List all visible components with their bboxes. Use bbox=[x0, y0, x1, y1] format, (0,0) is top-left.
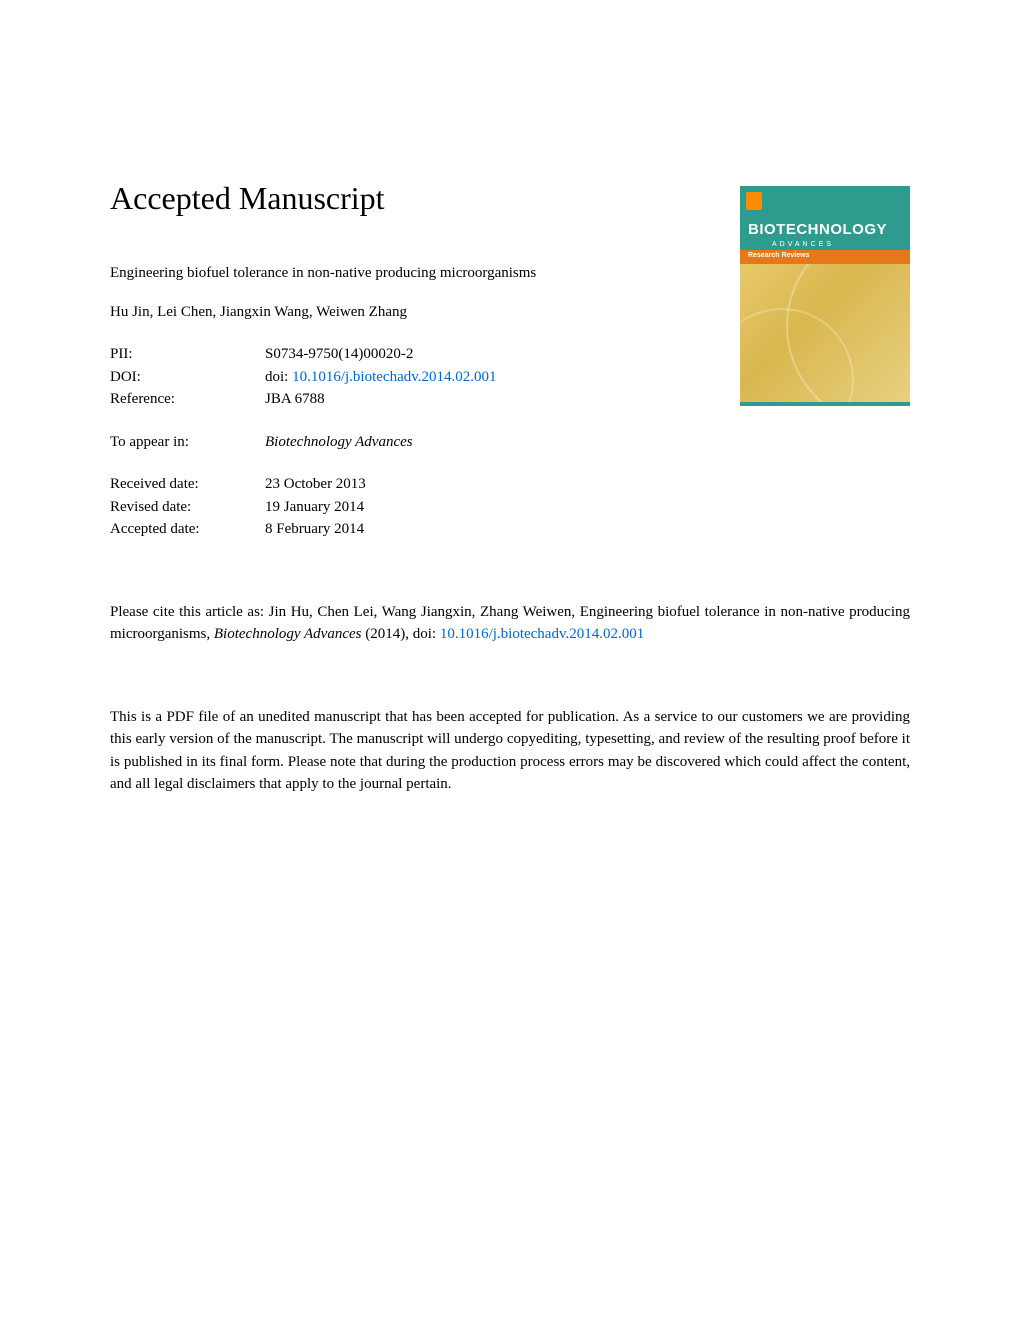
cover-footer bbox=[740, 402, 910, 406]
cover-header: BIOTECHNOLOGY ADVANCES bbox=[740, 186, 910, 250]
doi-prefix: doi: bbox=[265, 369, 292, 385]
citation-journal: Biotechnology Advances bbox=[214, 626, 362, 642]
pii-label: PII: bbox=[110, 343, 265, 366]
meta-row-received: Received date: 23 October 2013 bbox=[110, 473, 910, 496]
disclaimer-text: This is a PDF file of an unedited manusc… bbox=[110, 706, 910, 796]
reference-label: Reference: bbox=[110, 388, 265, 411]
accepted-value: 8 February 2014 bbox=[265, 518, 910, 541]
citation-year: (2014), doi: bbox=[361, 626, 439, 642]
meta-row-accepted: Accepted date: 8 February 2014 bbox=[110, 518, 910, 541]
appear-value: Biotechnology Advances bbox=[265, 431, 910, 454]
accepted-label: Accepted date: bbox=[110, 518, 265, 541]
doi-link[interactable]: 10.1016/j.biotechadv.2014.02.001 bbox=[292, 369, 496, 385]
meta-row-appear: To appear in: Biotechnology Advances bbox=[110, 431, 910, 454]
citation-doi-link[interactable]: 10.1016/j.biotechadv.2014.02.001 bbox=[440, 626, 644, 642]
meta-row-revised: Revised date: 19 January 2014 bbox=[110, 496, 910, 519]
revised-value: 19 January 2014 bbox=[265, 496, 910, 519]
received-value: 23 October 2013 bbox=[265, 473, 910, 496]
received-label: Received date: bbox=[110, 473, 265, 496]
cover-journal-subtitle: ADVANCES bbox=[772, 241, 834, 248]
elsevier-logo-icon bbox=[746, 192, 762, 210]
cover-journal-title: BIOTECHNOLOGY bbox=[748, 221, 887, 238]
citation-block: Please cite this article as: Jin Hu, Che… bbox=[110, 601, 910, 646]
journal-cover: BIOTECHNOLOGY ADVANCES Research Reviews bbox=[740, 186, 910, 406]
doi-label: DOI: bbox=[110, 366, 265, 389]
cover-band: Research Reviews bbox=[740, 250, 910, 264]
cover-body bbox=[740, 264, 910, 402]
revised-label: Revised date: bbox=[110, 496, 265, 519]
appear-label: To appear in: bbox=[110, 431, 265, 454]
